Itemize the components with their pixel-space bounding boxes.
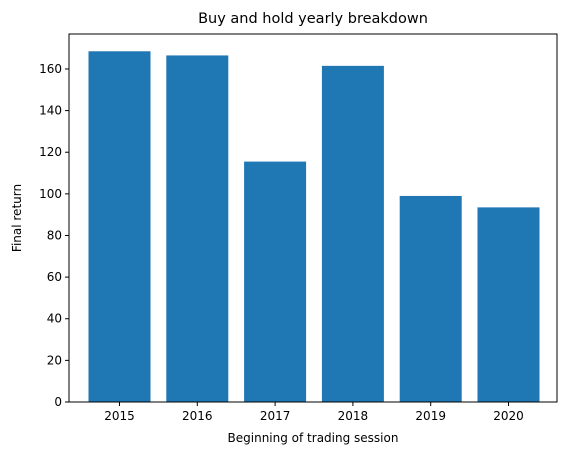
- x-axis: 2015 2016 2017 2018 2019 2020: [104, 402, 524, 423]
- y-axis-label: Final return: [10, 184, 24, 252]
- y-tick-label: 60: [47, 270, 62, 284]
- bar-2019: [399, 195, 462, 402]
- bars-group: [88, 51, 540, 403]
- bar-2015: [88, 51, 151, 403]
- x-tick-label: 2018: [338, 409, 369, 423]
- x-tick-label: 2017: [260, 409, 291, 423]
- bar-2016: [166, 55, 229, 403]
- bar-2017: [244, 161, 307, 402]
- y-tick-label: 40: [47, 312, 62, 326]
- bar-2020: [477, 207, 540, 402]
- plot-frame: [68, 33, 558, 403]
- y-tick-label: 160: [39, 62, 62, 76]
- y-tick-label: 0: [54, 395, 62, 409]
- y-tick-label: 80: [47, 228, 62, 242]
- x-tick-label: 2020: [493, 409, 524, 423]
- y-tick-label: 140: [39, 104, 62, 118]
- x-axis-label: Beginning of trading session: [228, 431, 399, 445]
- chart-title: Buy and hold yearly breakdown: [198, 11, 428, 27]
- bar-2018: [321, 65, 384, 402]
- x-tick-label: 2016: [182, 409, 213, 423]
- x-tick-label: 2015: [104, 409, 135, 423]
- x-tick-label: 2019: [415, 409, 446, 423]
- y-tick-label: 100: [39, 187, 62, 201]
- y-tick-label: 120: [39, 145, 62, 159]
- y-tick-label: 20: [47, 353, 62, 367]
- y-axis: 0 20 40 60 80 100 120 140 160: [39, 62, 69, 409]
